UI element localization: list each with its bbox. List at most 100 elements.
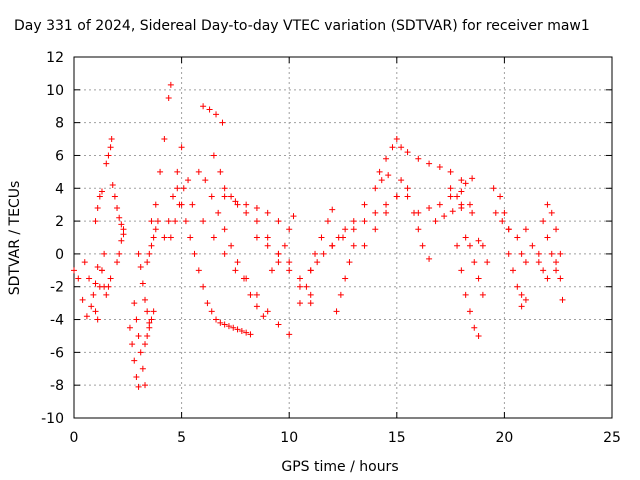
series-trace-t bbox=[210, 152, 314, 307]
data-point bbox=[484, 259, 491, 266]
data-point bbox=[415, 155, 422, 162]
data-point bbox=[98, 188, 105, 195]
data-point bbox=[75, 275, 82, 282]
series-trace-am bbox=[490, 185, 512, 233]
data-point bbox=[98, 267, 105, 274]
data-point bbox=[404, 193, 411, 200]
data-point bbox=[189, 201, 196, 208]
data-point bbox=[275, 259, 282, 266]
data-point bbox=[436, 201, 443, 208]
data-point bbox=[165, 218, 172, 225]
series-trace-aj bbox=[454, 242, 482, 339]
data-point bbox=[126, 324, 133, 331]
data-point bbox=[133, 316, 140, 323]
data-point bbox=[213, 316, 220, 323]
data-point bbox=[116, 214, 123, 221]
data-point bbox=[103, 160, 110, 167]
data-point bbox=[120, 231, 127, 238]
data-point bbox=[146, 250, 153, 257]
data-point bbox=[286, 331, 293, 338]
data-point bbox=[118, 221, 125, 228]
data-point bbox=[221, 321, 228, 328]
x-tick-label: 25 bbox=[603, 430, 621, 446]
data-point bbox=[200, 283, 207, 290]
data-point bbox=[204, 300, 211, 307]
data-point bbox=[167, 81, 174, 88]
data-point bbox=[150, 308, 157, 315]
data-point bbox=[361, 201, 368, 208]
data-point bbox=[86, 275, 93, 282]
y-axis-label: SDTVAR / TECUs bbox=[7, 181, 23, 296]
data-point bbox=[296, 300, 303, 307]
data-point bbox=[234, 201, 241, 208]
data-point bbox=[200, 218, 207, 225]
data-point bbox=[372, 185, 379, 192]
data-point bbox=[243, 329, 250, 336]
data-point bbox=[350, 226, 357, 233]
data-point bbox=[172, 218, 179, 225]
data-point bbox=[404, 149, 411, 156]
data-point bbox=[247, 331, 254, 338]
data-point bbox=[167, 234, 174, 241]
data-point bbox=[174, 168, 181, 175]
data-point bbox=[458, 188, 465, 195]
data-point bbox=[535, 250, 542, 257]
data-point bbox=[71, 267, 77, 274]
data-point bbox=[505, 226, 512, 233]
data-point bbox=[210, 234, 217, 241]
data-point bbox=[152, 201, 159, 208]
series-trace-e bbox=[103, 136, 115, 167]
data-point bbox=[217, 168, 224, 175]
data-point bbox=[544, 234, 551, 241]
data-point bbox=[253, 303, 260, 310]
data-point bbox=[471, 324, 478, 331]
series-trace-af bbox=[404, 149, 465, 184]
data-point bbox=[389, 144, 396, 151]
data-point bbox=[208, 308, 215, 315]
x-tick-label: 0 bbox=[70, 430, 79, 446]
data-point bbox=[361, 218, 368, 225]
y-tick-label: 2 bbox=[55, 214, 64, 230]
data-point bbox=[383, 155, 390, 162]
data-point bbox=[105, 283, 112, 290]
series-trace-ao bbox=[505, 250, 525, 298]
data-point bbox=[187, 234, 194, 241]
data-point bbox=[462, 234, 469, 241]
data-point bbox=[342, 275, 349, 282]
data-point bbox=[253, 218, 260, 225]
data-point bbox=[303, 283, 310, 290]
series-trace-ai bbox=[447, 175, 476, 200]
data-points bbox=[71, 81, 566, 390]
data-point bbox=[426, 204, 433, 211]
data-point bbox=[415, 226, 422, 233]
y-tick-label: 8 bbox=[55, 116, 64, 132]
data-point bbox=[548, 209, 555, 216]
series-trace-q bbox=[189, 201, 293, 338]
data-point bbox=[505, 250, 512, 257]
data-point bbox=[419, 242, 426, 249]
data-point bbox=[111, 193, 118, 200]
data-point bbox=[195, 168, 202, 175]
data-point bbox=[312, 250, 319, 257]
series-trace-ap bbox=[514, 234, 529, 266]
data-point bbox=[94, 316, 101, 323]
series-trace-al bbox=[475, 237, 491, 266]
data-point bbox=[307, 267, 314, 274]
data-point bbox=[178, 201, 185, 208]
data-point bbox=[522, 226, 529, 233]
data-point bbox=[264, 242, 271, 249]
series-trace-ak bbox=[462, 234, 486, 298]
data-point bbox=[232, 198, 239, 205]
data-point bbox=[518, 291, 525, 298]
series-trace-j bbox=[135, 250, 153, 326]
data-point bbox=[553, 226, 560, 233]
series-trace-h bbox=[126, 324, 142, 390]
data-point bbox=[307, 291, 314, 298]
data-point bbox=[185, 177, 192, 184]
series-trace-aq bbox=[518, 296, 529, 310]
series-trace-u bbox=[221, 193, 282, 225]
data-point bbox=[83, 313, 90, 320]
data-point bbox=[161, 234, 168, 241]
data-point bbox=[342, 226, 349, 233]
data-point bbox=[253, 204, 260, 211]
